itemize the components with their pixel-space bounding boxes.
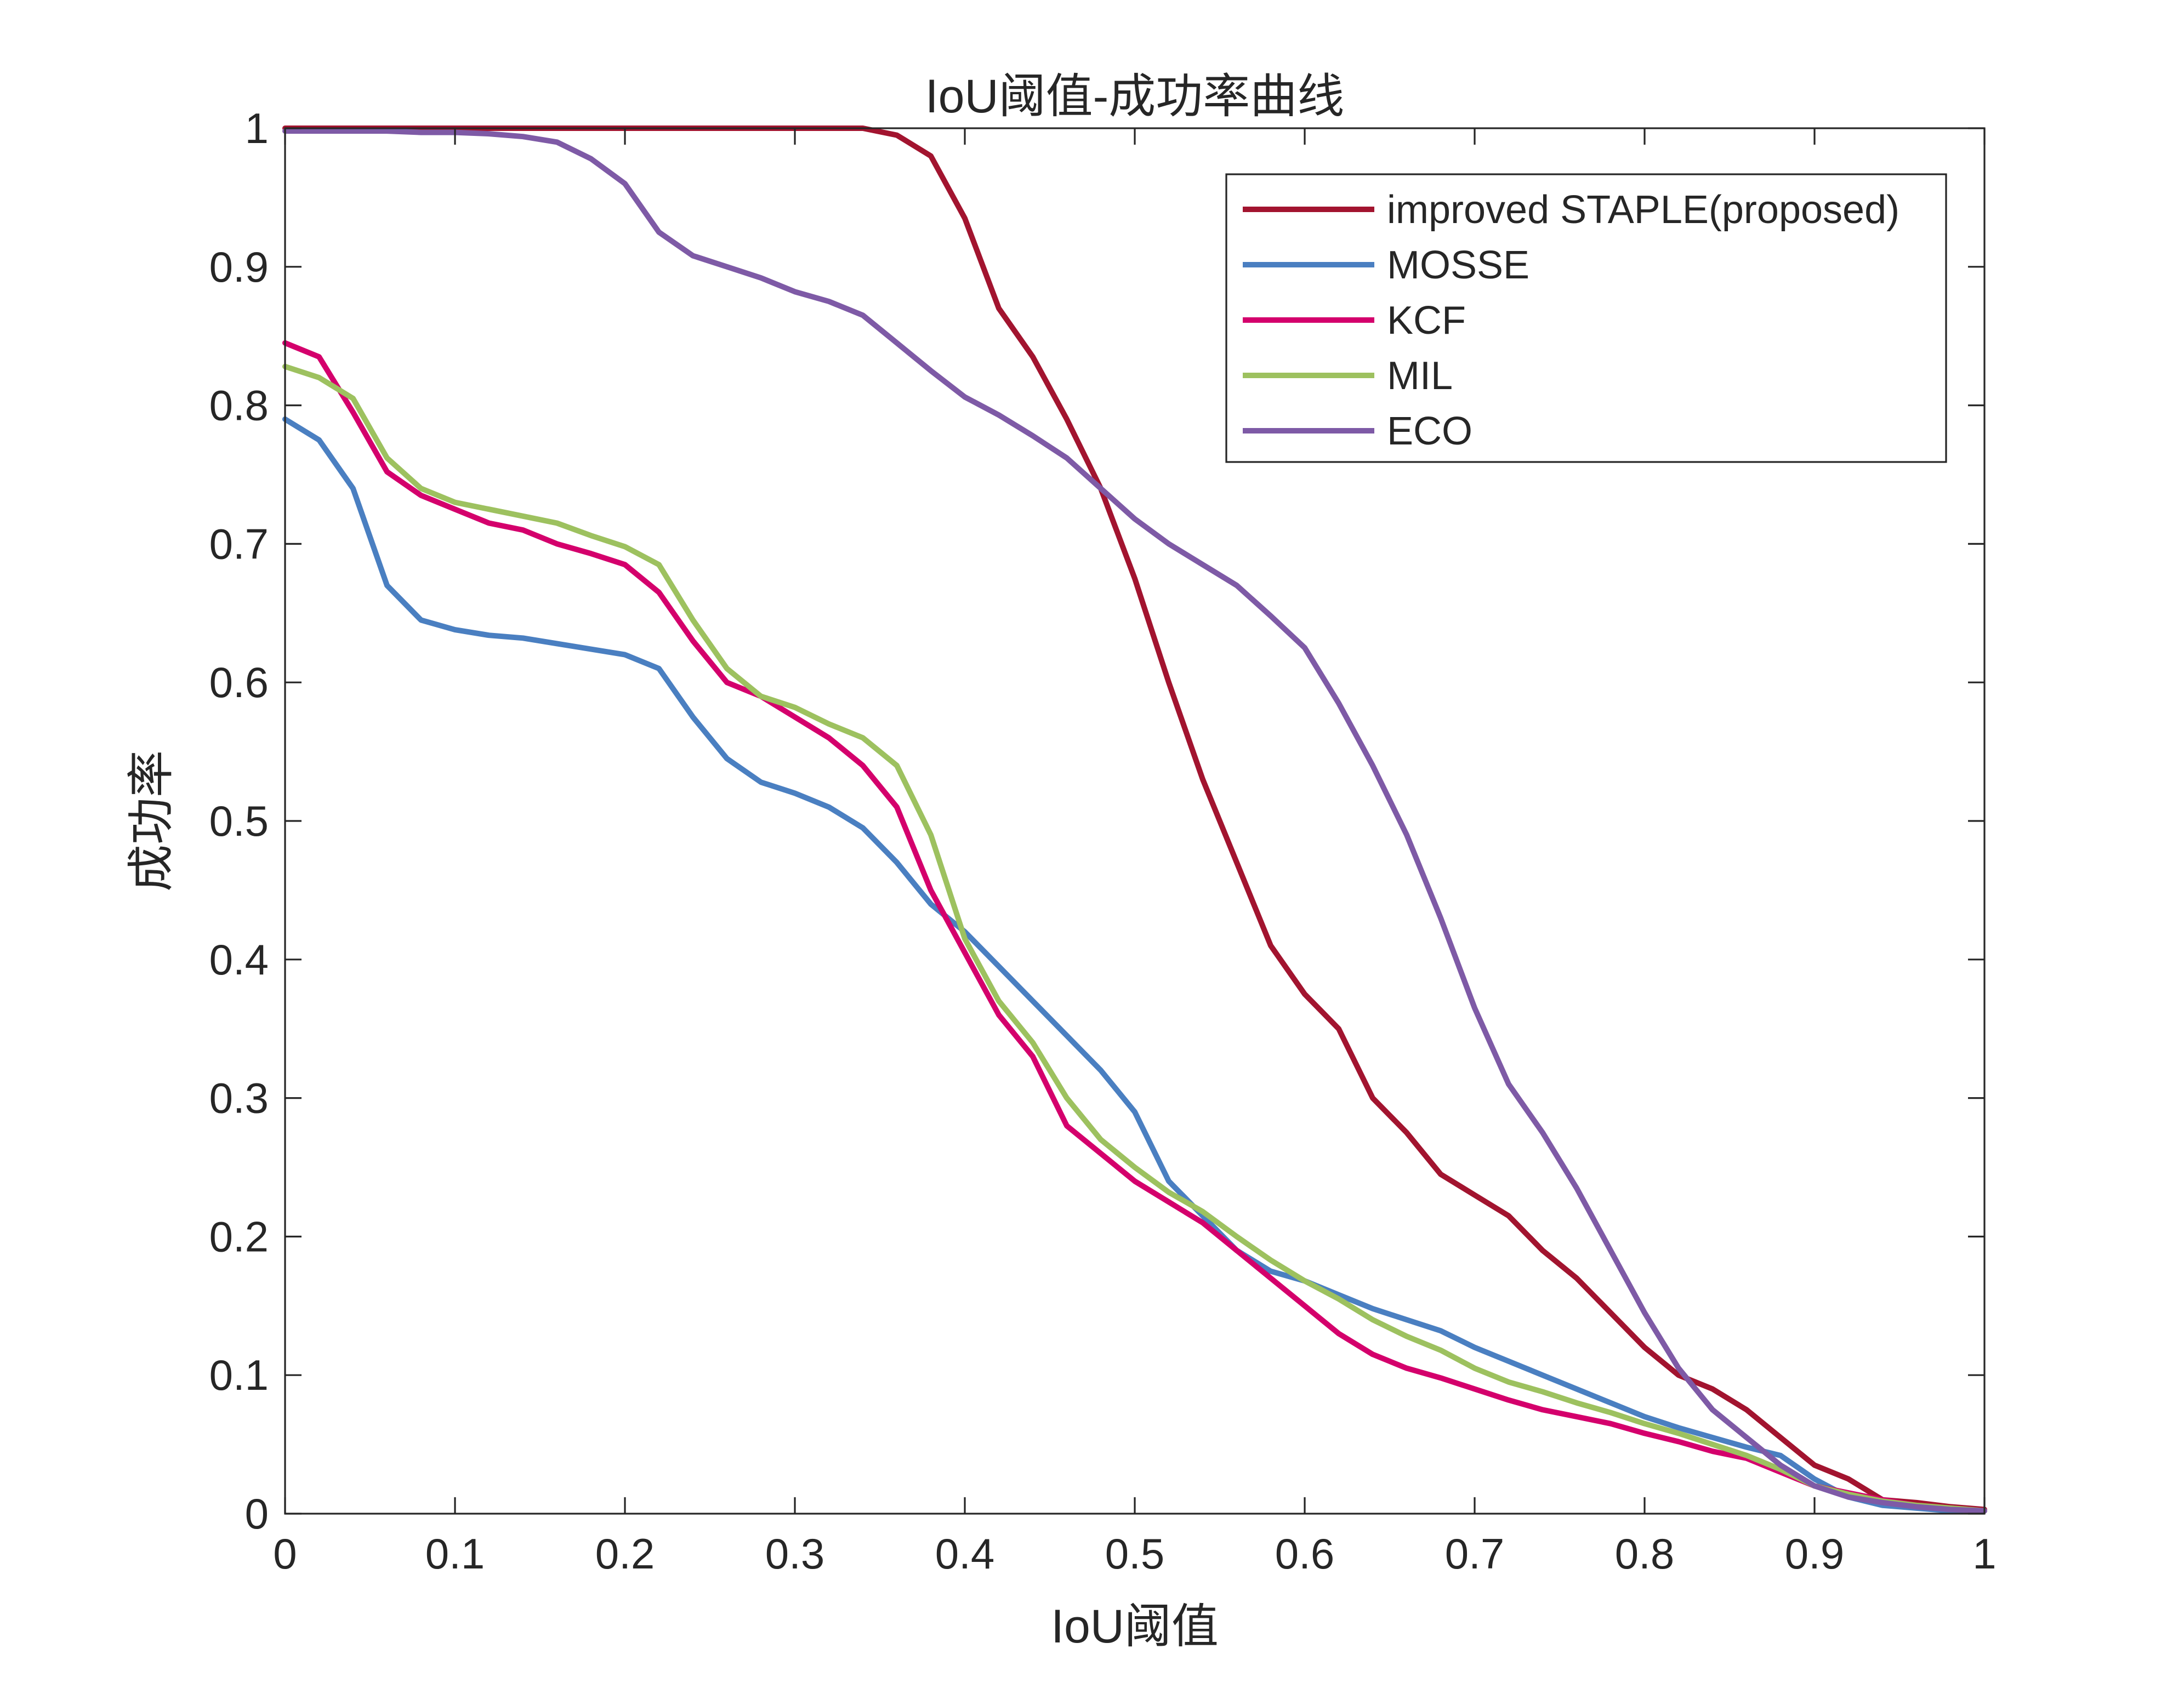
series-line-4: [282, 363, 1987, 1514]
y-tick-label: 0.3: [209, 1074, 269, 1122]
series-line-5: [282, 128, 1987, 1514]
y-axis-title: 成功率: [125, 750, 178, 892]
x-tick-label: 0.3: [765, 1530, 824, 1578]
y-tick-label: 0.7: [209, 520, 269, 568]
legend-label: MIL: [1387, 354, 1453, 398]
x-tick-label: 0.8: [1615, 1530, 1674, 1578]
y-tick-labels: 0 0.1 0.2 0.3 0.4 0.5 0.6 0.7 0.8 0.9 1: [209, 104, 269, 1538]
x-tick-label: 0.7: [1445, 1530, 1504, 1578]
y-tick-label: 0.8: [209, 381, 269, 430]
x-tick-label: 0.1: [425, 1530, 485, 1578]
legend-label: improved STAPLE(proposed): [1387, 188, 1899, 232]
tick-marks: [284, 127, 1986, 1515]
y-tick-label: 1: [245, 104, 269, 152]
legend-label: MOSSE: [1387, 243, 1529, 287]
legend: improved STAPLE(proposed) MOSSE KCF MIL ECO: [1225, 173, 1947, 463]
x-tick-label: 0.4: [935, 1530, 994, 1578]
series-line-3: [282, 340, 1987, 1514]
x-tick-label: 0: [273, 1530, 297, 1578]
x-tick-label: 1: [1972, 1530, 1996, 1578]
x-tick-label: 0.6: [1275, 1530, 1334, 1578]
legend-label: KCF: [1387, 299, 1466, 343]
x-axis-title: IoU阈值: [1051, 1600, 1219, 1653]
y-tick-label: 0.5: [209, 797, 269, 845]
series-line-2: [282, 416, 1987, 1514]
y-tick-label: 0.1: [209, 1351, 269, 1399]
y-tick-label: 0.2: [209, 1212, 269, 1260]
chart-title: IoU阈值-成功率曲线: [925, 70, 1344, 123]
x-tick-label: 0.5: [1105, 1530, 1164, 1578]
x-tick-label: 0.9: [1785, 1530, 1844, 1578]
y-tick-label: 0: [245, 1490, 269, 1538]
y-tick-label: 0.6: [209, 658, 269, 706]
legend-label: ECO: [1387, 409, 1472, 453]
y-tick-label: 0.9: [209, 243, 269, 291]
y-tick-label: 0.4: [209, 935, 269, 984]
x-tick-label: 0.2: [595, 1530, 655, 1578]
x-tick-labels: 0 0.1 0.2 0.3 0.4 0.5 0.6 0.7 0.8 0.9 1: [273, 1530, 1996, 1578]
